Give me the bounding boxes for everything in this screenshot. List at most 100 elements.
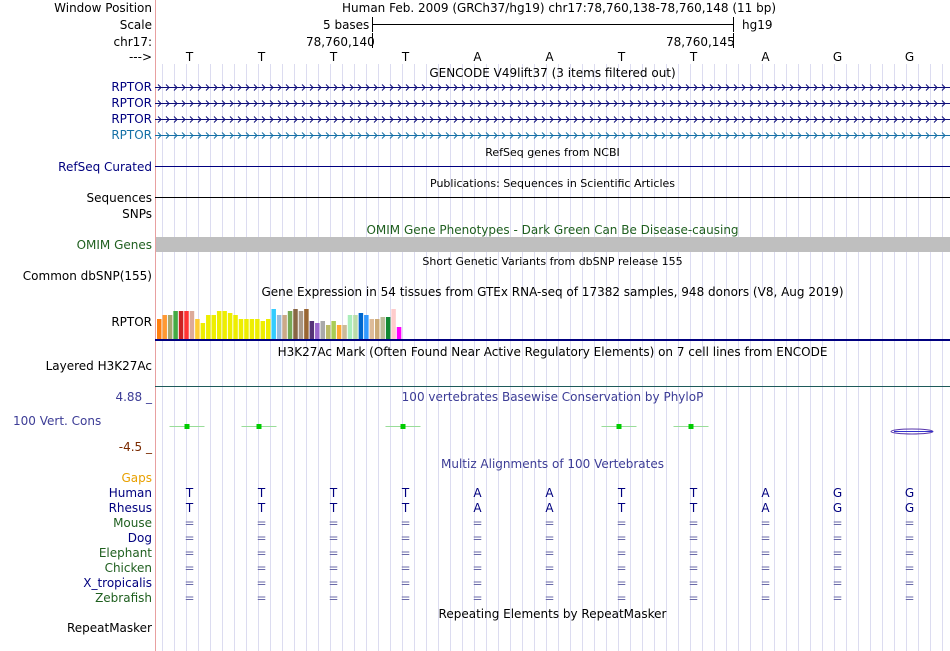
gtex-bar[interactable]	[396, 327, 402, 339]
species-label[interactable]: Dog	[127, 531, 152, 545]
species-label[interactable]: Elephant	[98, 546, 152, 560]
species-label[interactable]: Human	[108, 486, 152, 500]
gtex-bar[interactable]	[331, 321, 336, 339]
gtex-bar[interactable]	[266, 319, 271, 339]
h3k27ac-title[interactable]: H3K27Ac Mark (Often Found Near Active Re…	[277, 345, 828, 359]
phylop-marker[interactable]	[400, 424, 406, 429]
repeatmasker-label[interactable]: RepeatMasker	[66, 621, 152, 635]
gtex-bar[interactable]	[309, 321, 315, 339]
alignment-base: =	[832, 591, 843, 605]
gtex-bar[interactable]	[216, 311, 222, 339]
gtex-bar[interactable]	[375, 319, 380, 339]
gtex-label[interactable]: RPTOR	[111, 315, 152, 329]
gtex-bar[interactable]	[244, 319, 249, 339]
phylop-min-label: -4.5 _	[118, 440, 152, 454]
gtex-bar[interactable]	[369, 319, 375, 339]
refseq-label[interactable]: RefSeq Curated	[58, 160, 152, 174]
dbsnp-title[interactable]: Short Genetic Variants from dbSNP releas…	[422, 255, 683, 268]
gtex-bar[interactable]	[276, 315, 282, 339]
alignment-base: =	[544, 591, 555, 605]
gtex-bar[interactable]	[391, 309, 396, 339]
gtex-bar[interactable]	[211, 315, 217, 339]
gtex-bar[interactable]	[380, 317, 385, 339]
alignment-base: A	[761, 501, 770, 515]
h3k27ac-label[interactable]: Layered H3K27Ac	[45, 359, 152, 373]
gtex-bar[interactable]	[233, 315, 238, 339]
gtex-bar[interactable]	[195, 319, 200, 339]
gtex-bar[interactable]	[364, 315, 369, 339]
gtex-bar[interactable]	[287, 311, 293, 339]
gencode-label-3[interactable]: RPTOR	[111, 112, 152, 126]
omim-bar[interactable]	[156, 237, 950, 252]
phylop-marker[interactable]	[616, 424, 622, 429]
gtex-bar[interactable]	[271, 309, 276, 339]
gtex-bar[interactable]	[336, 325, 342, 339]
gtex-bar[interactable]	[325, 325, 331, 339]
gtex-bar[interactable]	[157, 319, 162, 339]
gtex-bar[interactable]	[238, 319, 244, 339]
gtex-bar[interactable]	[200, 323, 206, 339]
phylop-marker[interactable]	[256, 424, 262, 429]
gtex-bar[interactable]	[385, 317, 391, 339]
gtex-bar[interactable]	[282, 315, 287, 339]
gtex-bar[interactable]	[184, 311, 189, 339]
species-label[interactable]: Rhesus	[108, 501, 152, 515]
gencode-label-4[interactable]: RPTOR	[111, 128, 152, 142]
gtex-bar[interactable]	[304, 309, 309, 339]
snps-label[interactable]: SNPs	[122, 207, 152, 221]
alignment-base: =	[328, 546, 339, 560]
omim-title[interactable]: OMIM Gene Phenotypes - Dark Green Can Be…	[366, 223, 739, 237]
alignment-base: A	[473, 501, 482, 515]
gaps-label[interactable]: Gaps	[121, 471, 152, 485]
gtex-bar[interactable]	[178, 311, 184, 339]
multiz-title[interactable]: Multiz Alignments of 100 Vertebrates	[440, 457, 665, 471]
gtex-bar[interactable]	[315, 323, 320, 339]
alignment-base: =	[328, 531, 339, 545]
phylop-label[interactable]: 100 Vert. Cons	[13, 414, 102, 428]
gtex-bar[interactable]	[167, 315, 173, 339]
gtex-bar[interactable]	[342, 325, 347, 339]
repeatmasker-title[interactable]: Repeating Elements by RepeatMasker	[438, 607, 667, 621]
gencode-title[interactable]: GENCODE V49lift37 (3 items filtered out)	[429, 66, 676, 80]
gtex-bar[interactable]	[206, 315, 211, 339]
phylop-marker[interactable]	[184, 424, 190, 429]
alignment-base: =	[184, 591, 195, 605]
gtex-bar[interactable]	[298, 311, 304, 339]
gtex-bar[interactable]	[227, 313, 233, 339]
gtex-bar[interactable]	[189, 311, 195, 339]
gtex-bar[interactable]	[162, 315, 167, 339]
gtex-bar[interactable]	[353, 315, 358, 339]
species-label[interactable]: X_tropicalis	[83, 576, 152, 590]
refseq-title[interactable]: RefSeq genes from NCBI	[485, 146, 620, 159]
alignment-base: A	[545, 486, 554, 500]
gtex-bar[interactable]	[358, 313, 364, 339]
gtex-bar[interactable]	[293, 309, 298, 339]
alignment-base: =	[616, 531, 627, 545]
gencode-label-1[interactable]: RPTOR	[111, 80, 152, 94]
species-label[interactable]: Chicken	[104, 561, 152, 575]
publications-label[interactable]: Sequences	[86, 191, 152, 205]
omim-label[interactable]: OMIM Genes	[76, 238, 152, 252]
publications-title[interactable]: Publications: Sequences in Scientific Ar…	[430, 177, 675, 190]
alignment-base: =	[616, 546, 627, 560]
phylop-title[interactable]: 100 vertebrates Basewise Conservation by…	[401, 390, 704, 404]
gtex-bar[interactable]	[249, 319, 255, 339]
species-label[interactable]: Mouse	[113, 516, 152, 530]
alignment-base: =	[328, 561, 339, 575]
gtex-bar[interactable]	[260, 321, 266, 339]
gencode-strand-arrows	[157, 84, 946, 91]
phylop-marker[interactable]	[688, 424, 694, 429]
species-label[interactable]: Zebrafish	[95, 591, 152, 605]
gtex-bar[interactable]	[320, 321, 326, 339]
gtex-bar[interactable]	[222, 311, 227, 339]
dbsnp-label[interactable]: Common dbSNP(155)	[22, 269, 152, 283]
gtex-bar[interactable]	[347, 315, 353, 339]
gencode-label-2[interactable]: RPTOR	[111, 96, 152, 110]
alignment-base: =	[400, 531, 411, 545]
gtex-bar[interactable]	[173, 311, 178, 339]
gtex-bar[interactable]	[255, 319, 260, 339]
alignment-base: =	[760, 561, 771, 575]
gtex-title[interactable]: Gene Expression in 54 tissues from GTEx …	[261, 285, 844, 299]
alignment-base: =	[688, 591, 699, 605]
